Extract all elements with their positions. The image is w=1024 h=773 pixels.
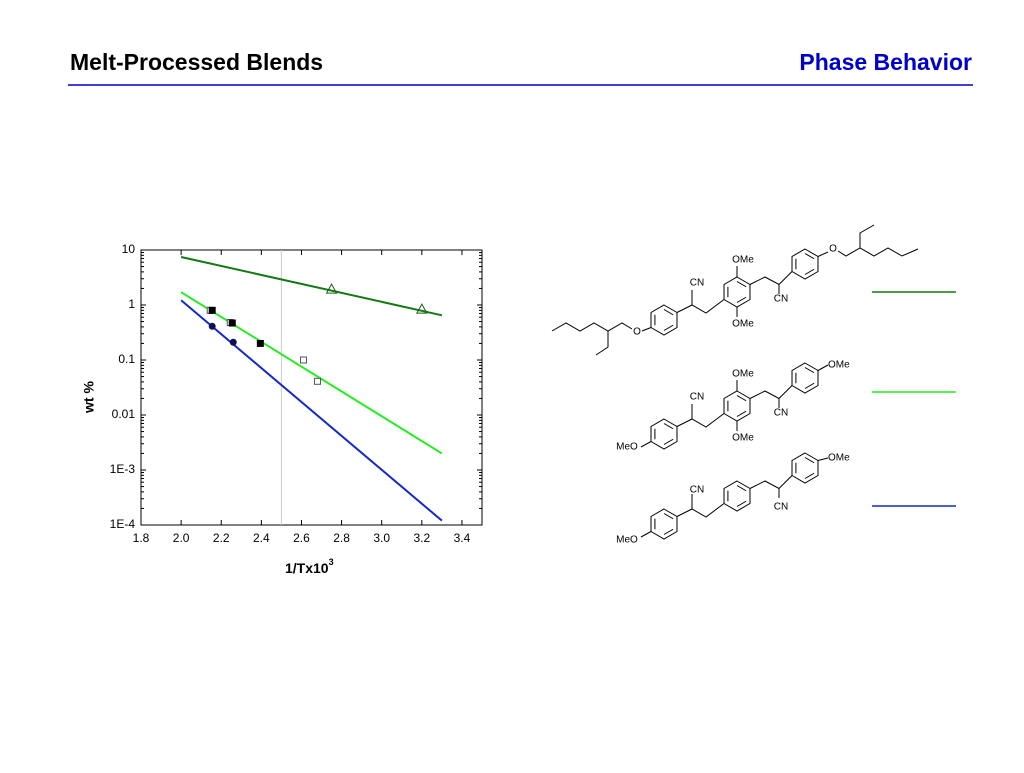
benzene-ring (650, 418, 678, 450)
ring-double-bond (736, 281, 747, 288)
atom-label: O (829, 244, 837, 255)
data-point (325, 283, 338, 294)
atom-label: OMe (732, 433, 754, 444)
atom-label: OMe (828, 360, 850, 371)
benzene-ring (791, 362, 819, 394)
x-axis-label-sup: 3 (329, 557, 334, 567)
atom-label: CN (774, 294, 788, 305)
y-tick-label: 10 (122, 242, 136, 256)
ring-double-bond (736, 485, 747, 492)
data-point (228, 319, 236, 327)
benzene-ring (791, 248, 819, 280)
data-point (314, 377, 322, 385)
atom-label: CN (690, 278, 704, 289)
benzene-ring (791, 452, 819, 484)
x-axis-label-main: 1/Tx10 (285, 560, 329, 576)
y-tick-label: 0.1 (118, 352, 135, 366)
ring-double-bond (663, 513, 674, 520)
atom-label: OMe (732, 255, 754, 266)
ring-double-bond (736, 500, 747, 507)
bond (749, 475, 793, 490)
bond (676, 503, 725, 518)
y-tick-label: 0.01 (112, 407, 136, 421)
ring-double-bond (736, 410, 747, 417)
bond (595, 331, 609, 356)
x-tick-label: 2.4 (253, 531, 270, 545)
fit-line (180, 291, 443, 455)
bond (817, 364, 829, 371)
y-tick-label: 1E-3 (110, 462, 136, 476)
x-tick-label: 3.4 (454, 531, 471, 545)
x-tick-label: 2.6 (293, 531, 310, 545)
y-tick-label: 1E-4 (110, 517, 136, 531)
bond (837, 247, 919, 257)
ring-double-bond (804, 472, 815, 479)
bond (859, 224, 875, 248)
bond (640, 441, 652, 448)
data-point (208, 306, 216, 314)
ring-double-bond (804, 457, 815, 464)
bond (551, 322, 633, 332)
bond (640, 531, 652, 538)
y-axis-label: wt % (81, 381, 97, 414)
data-point (415, 303, 428, 314)
ring-double-bond (804, 382, 815, 389)
x-tick-label: 2.2 (213, 531, 230, 545)
benzene-ring (650, 304, 678, 336)
ring-double-bond (804, 253, 815, 260)
x-tick-label: 1.8 (133, 531, 150, 545)
plot-frame (140, 249, 483, 526)
ring-double-bond (804, 367, 815, 374)
bond (749, 271, 793, 286)
section-title: Phase Behavior (799, 49, 972, 75)
atom-label: OMe (732, 319, 754, 330)
x-tick-label: 2.0 (173, 531, 190, 545)
ring-double-bond (663, 528, 674, 535)
bond (676, 413, 725, 428)
fit-line (180, 256, 443, 317)
benzene-ring (650, 508, 678, 540)
atom-label: OMe (732, 369, 754, 380)
slide-title: Melt-Processed Blends (70, 49, 323, 75)
atom-label: MeO (616, 442, 638, 453)
ring-double-bond (663, 438, 674, 445)
ring-double-bond (663, 309, 674, 316)
benzene-ring (723, 480, 751, 512)
data-point (229, 338, 237, 346)
atom-label: OMe (828, 453, 850, 464)
atom-label: O (633, 327, 641, 338)
ring-double-bond (736, 395, 747, 402)
atom-label: CN (774, 408, 788, 419)
data-point (256, 339, 264, 347)
data-point (208, 322, 216, 330)
x-tick-label: 3.0 (373, 531, 390, 545)
atom-label: CN (690, 392, 704, 403)
ring-double-bond (663, 423, 674, 430)
bond (641, 327, 652, 332)
y-tick-label: 1 (128, 297, 135, 311)
bond (817, 457, 829, 461)
fit-line (180, 299, 443, 522)
atom-label: MeO (616, 535, 638, 546)
data-point (299, 356, 307, 364)
atom-label: CN (774, 502, 788, 513)
bond (749, 385, 793, 400)
ring-double-bond (663, 324, 674, 331)
bond (817, 251, 829, 257)
atom-label: CN (690, 485, 704, 496)
ring-double-bond (804, 268, 815, 275)
bond (676, 299, 725, 314)
x-tick-label: 3.2 (413, 531, 430, 545)
ring-double-bond (736, 296, 747, 303)
x-tick-label: 2.8 (333, 531, 350, 545)
x-axis-label: 1/Tx103 (285, 557, 334, 575)
